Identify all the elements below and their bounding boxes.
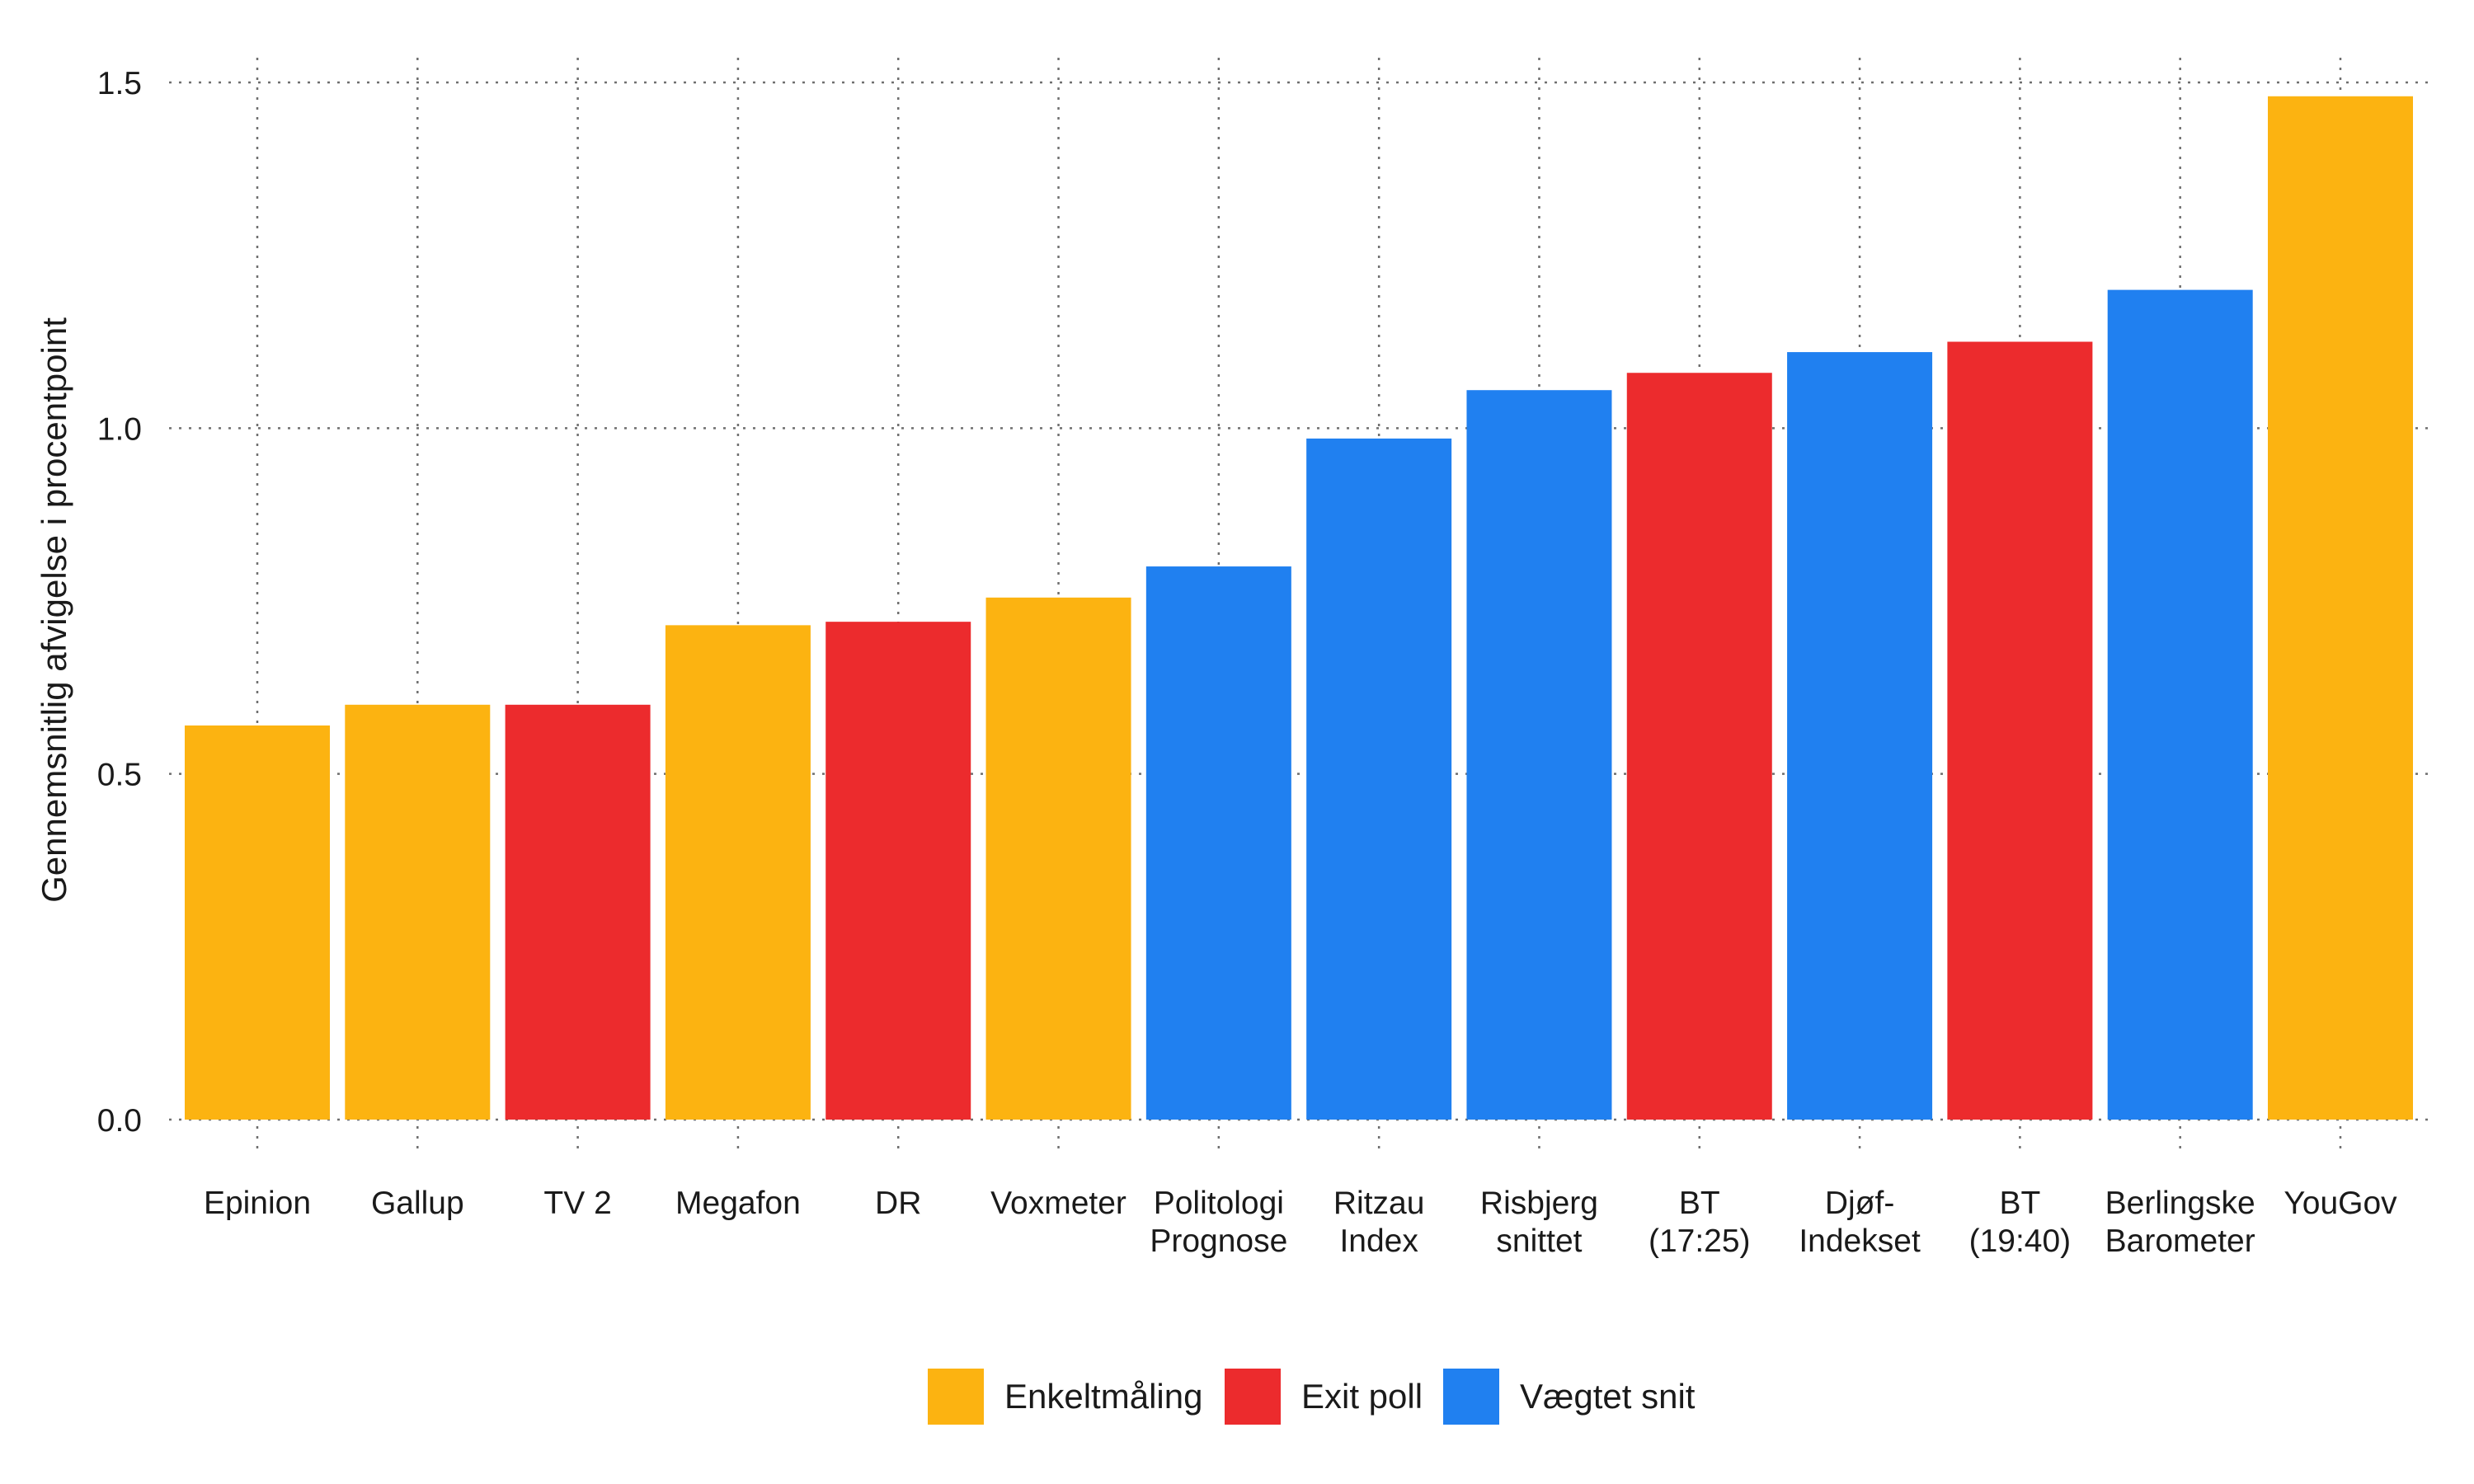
bar-layer — [185, 96, 2413, 1120]
bar — [825, 622, 971, 1120]
legend-label: Enkeltmåling — [1004, 1377, 1202, 1416]
x-tick-label: Gallup — [371, 1186, 464, 1221]
bar — [1787, 352, 1933, 1120]
y-tick-label: 0.0 — [97, 1103, 142, 1139]
bar — [2268, 96, 2413, 1120]
bar — [1626, 373, 1772, 1120]
x-tick-label: DR — [875, 1186, 921, 1221]
x-tick-label: TV 2 — [543, 1186, 611, 1221]
legend-item: Vægtet snit — [1443, 1369, 1696, 1425]
x-tick-labels: Epinion Gallup TV 2 Megafon DR Voxmeter Polito… — [204, 1186, 2397, 1259]
x-tick-label: Berlingske Barometer — [2105, 1186, 2255, 1259]
y-tick-label: 1.0 — [97, 411, 142, 447]
legend-key — [1443, 1369, 1499, 1425]
legend-label: Vægtet snit — [1520, 1377, 1696, 1416]
y-tick-label: 0.5 — [97, 758, 142, 793]
x-tick-label: Megafon — [675, 1186, 801, 1221]
x-tick-label: Risbjerg snittet — [1480, 1186, 1598, 1259]
y-tick-labels: 0.0 0.5 1.0 1.5 — [97, 66, 142, 1139]
y-axis-title: Gennemsnitlig afvigelse i procentpoint — [35, 317, 73, 903]
legend-label: Exit poll — [1301, 1377, 1423, 1416]
bar — [505, 704, 651, 1120]
bar — [185, 725, 330, 1120]
x-tick-label: Djøf-Indekset — [1799, 1186, 1921, 1259]
bar — [985, 597, 1131, 1120]
bar — [2107, 289, 2253, 1120]
bar — [665, 625, 811, 1120]
x-tick-label: Voxmeter — [990, 1186, 1126, 1221]
bar — [1145, 566, 1291, 1120]
y-tick-label: 1.5 — [97, 66, 142, 101]
bar — [1466, 390, 1612, 1120]
legend-key — [928, 1369, 984, 1425]
x-tick-label: BT (17:25) — [1649, 1186, 1751, 1259]
x-tick-label: YouGov — [2284, 1186, 2397, 1221]
bar — [1306, 438, 1452, 1120]
bar — [345, 704, 491, 1120]
bar — [1947, 341, 2093, 1120]
legend: Enkeltmåling Exit poll Vægtet snit — [928, 1369, 1696, 1425]
x-tick-label: Ritzau Index — [1333, 1186, 1425, 1259]
x-tick-label: Politologi Prognose — [1150, 1186, 1287, 1259]
x-tick-label: Epinion — [204, 1186, 311, 1221]
x-tick-label: BT (19:40) — [1969, 1186, 2072, 1259]
legend-key — [1225, 1369, 1281, 1425]
legend-item: Exit poll — [1225, 1369, 1423, 1425]
legend-item: Enkeltmåling — [928, 1369, 1202, 1425]
